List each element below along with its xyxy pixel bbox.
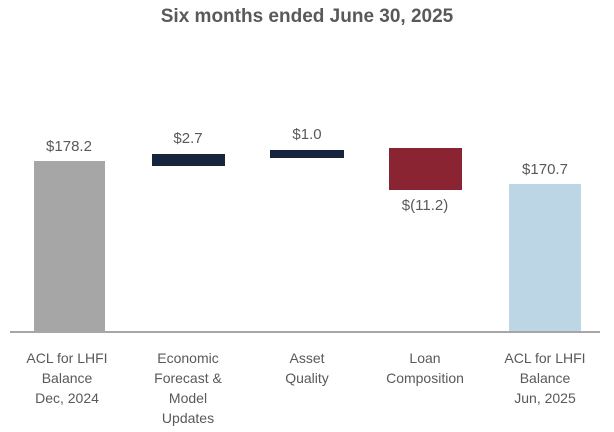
value-label-asset-quality: $1.0	[292, 126, 322, 143]
category-label-acl-balance-dec-2024: ACL for LHFI Balance Dec, 2024	[26, 350, 108, 406]
bar-economic-forecast-model-updates	[152, 154, 225, 166]
bar-asset-quality	[270, 150, 344, 158]
value-label-acl-balance-jun-2025: $170.7	[522, 161, 568, 178]
chart-title: Six months ended June 30, 2025	[160, 6, 454, 27]
x-axis-line	[10, 331, 600, 333]
category-label-economic-forecast-model-updates: Economic Forecast & Model Updates	[154, 350, 222, 426]
bar-acl-balance-jun-2025	[509, 184, 581, 331]
bar-acl-balance-dec-2024	[34, 161, 105, 331]
value-label-economic-forecast-model-updates: $2.7	[173, 130, 203, 147]
value-label-acl-balance-dec-2024: $178.2	[46, 138, 92, 155]
category-label-asset-quality: Asset Quality	[285, 350, 329, 386]
category-label-acl-balance-jun-2025: ACL for LHFI Balance Jun, 2025	[504, 350, 586, 406]
category-label-loan-composition: Loan Composition	[386, 350, 464, 386]
value-label-loan-composition: $(11.2)	[401, 197, 449, 214]
bar-loan-composition	[389, 148, 462, 190]
